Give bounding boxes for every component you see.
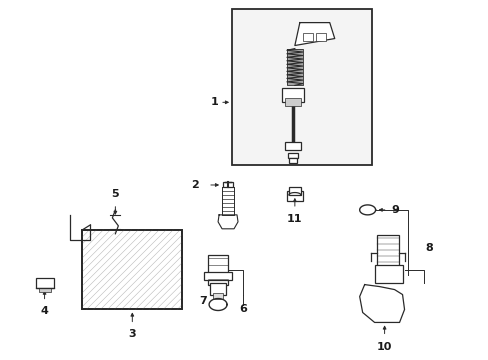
Bar: [82, 230, 182, 310]
Text: 9: 9: [391, 205, 399, 215]
Bar: [288, 187, 300, 195]
Bar: [213, 293, 223, 298]
Polygon shape: [359, 285, 404, 323]
Bar: [286, 191, 302, 201]
Text: 3: 3: [128, 329, 136, 339]
Bar: [287, 153, 297, 158]
Bar: [302, 32, 312, 41]
Bar: [223, 182, 233, 187]
Bar: [39, 288, 50, 292]
Text: 6: 6: [239, 305, 246, 315]
Text: 4: 4: [41, 306, 48, 316]
Bar: [232, 9, 371, 165]
Bar: [315, 32, 325, 41]
Text: 8: 8: [425, 243, 432, 253]
Polygon shape: [294, 23, 334, 45]
Bar: [82, 230, 182, 310]
Text: 5: 5: [111, 189, 119, 199]
Polygon shape: [218, 215, 238, 229]
Text: 1: 1: [210, 97, 218, 107]
Bar: [285, 142, 300, 150]
Bar: [374, 265, 402, 283]
Bar: [286, 49, 302, 85]
Text: 7: 7: [199, 296, 206, 306]
Text: 11: 11: [286, 214, 302, 224]
Text: 10: 10: [376, 342, 391, 352]
Bar: [288, 158, 296, 163]
Bar: [208, 255, 227, 285]
Bar: [285, 98, 300, 106]
Bar: [376, 235, 398, 270]
Bar: [203, 272, 232, 280]
Text: 2: 2: [191, 180, 199, 190]
Bar: [210, 283, 225, 294]
Bar: [222, 187, 234, 215]
Bar: [281, 88, 303, 102]
Bar: [36, 278, 53, 288]
